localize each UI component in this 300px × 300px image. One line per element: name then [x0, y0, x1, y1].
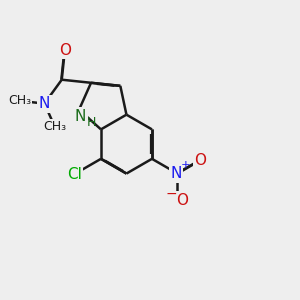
Text: CH₃: CH₃: [43, 120, 66, 133]
Text: +: +: [181, 160, 190, 170]
Text: −: −: [165, 187, 177, 201]
Text: CH₃: CH₃: [8, 94, 31, 107]
Text: N: N: [39, 96, 50, 111]
Text: N: N: [75, 109, 86, 124]
Text: Cl: Cl: [67, 167, 82, 182]
Text: N: N: [170, 166, 182, 181]
Text: H: H: [87, 116, 96, 129]
Text: O: O: [194, 153, 206, 168]
Text: O: O: [59, 43, 71, 58]
Text: O: O: [176, 193, 188, 208]
